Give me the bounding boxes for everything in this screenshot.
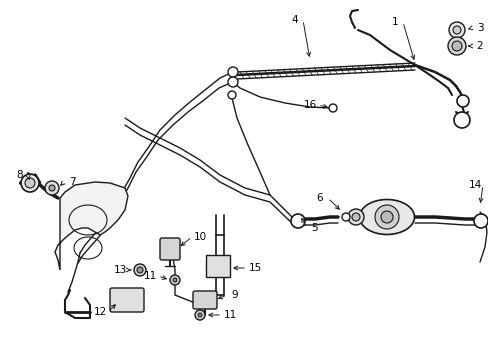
- Circle shape: [290, 214, 305, 228]
- Circle shape: [380, 211, 392, 223]
- Text: 15: 15: [248, 263, 261, 273]
- Text: 10: 10: [193, 232, 206, 242]
- Circle shape: [347, 209, 363, 225]
- Text: 6: 6: [316, 193, 323, 203]
- Circle shape: [448, 22, 464, 38]
- Circle shape: [341, 213, 349, 221]
- FancyBboxPatch shape: [193, 291, 217, 309]
- Circle shape: [45, 181, 59, 195]
- Circle shape: [173, 278, 177, 282]
- Text: 5: 5: [311, 223, 318, 233]
- Circle shape: [456, 95, 468, 107]
- Circle shape: [201, 296, 208, 304]
- Text: 4: 4: [291, 15, 298, 25]
- Text: 8: 8: [17, 170, 23, 180]
- Polygon shape: [55, 182, 128, 270]
- Circle shape: [164, 243, 175, 253]
- Circle shape: [452, 26, 460, 34]
- Text: 11: 11: [223, 310, 236, 320]
- Text: 13: 13: [113, 265, 126, 275]
- Circle shape: [473, 214, 487, 228]
- Text: 3: 3: [476, 23, 482, 33]
- Circle shape: [198, 313, 202, 317]
- Text: 11: 11: [143, 271, 156, 281]
- FancyBboxPatch shape: [160, 238, 180, 260]
- Circle shape: [195, 310, 204, 320]
- Circle shape: [451, 41, 461, 51]
- Circle shape: [49, 185, 55, 191]
- Circle shape: [227, 67, 238, 77]
- Text: 7: 7: [68, 177, 75, 187]
- FancyBboxPatch shape: [205, 255, 229, 277]
- Circle shape: [25, 178, 35, 188]
- Circle shape: [374, 205, 398, 229]
- Circle shape: [328, 104, 336, 112]
- Circle shape: [227, 77, 238, 87]
- Circle shape: [134, 264, 146, 276]
- Text: 9: 9: [231, 290, 238, 300]
- Ellipse shape: [359, 199, 414, 234]
- Circle shape: [170, 275, 180, 285]
- Text: 12: 12: [93, 307, 106, 317]
- Circle shape: [453, 112, 469, 128]
- FancyBboxPatch shape: [110, 288, 143, 312]
- Circle shape: [447, 37, 465, 55]
- Text: 2: 2: [476, 41, 482, 51]
- Circle shape: [21, 174, 39, 192]
- Text: 14: 14: [468, 180, 481, 190]
- Text: 1: 1: [391, 17, 398, 27]
- Text: 16: 16: [303, 100, 316, 110]
- Circle shape: [351, 213, 359, 221]
- Circle shape: [137, 267, 142, 273]
- Circle shape: [227, 91, 236, 99]
